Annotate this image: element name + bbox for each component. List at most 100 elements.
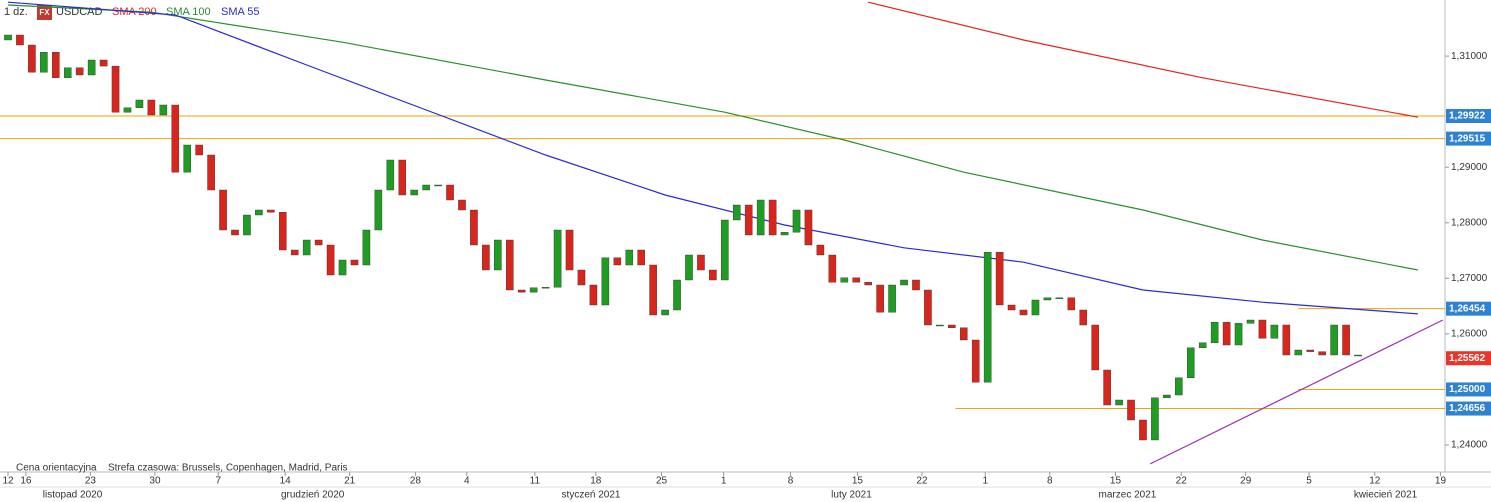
candle-body: [28, 44, 36, 73]
x-tick-label: 1: [982, 476, 988, 487]
candle-body: [625, 249, 634, 266]
x-tick-label: 23: [85, 476, 97, 487]
candle-body: [971, 339, 980, 383]
x-tick-label: 29: [1240, 476, 1252, 487]
candle-body: [1127, 399, 1135, 421]
candle-body: [541, 287, 550, 289]
x-tick-label: 22: [916, 476, 928, 487]
candle-body: [494, 239, 502, 271]
candle-body: [446, 184, 454, 201]
candle-body: [458, 199, 466, 211]
candle-body: [111, 65, 120, 113]
x-tick-label: 30: [149, 476, 161, 487]
x-tick-label: 18: [590, 476, 602, 487]
candle-body: [768, 199, 777, 236]
candle-body: [195, 144, 203, 156]
candle-body: [1186, 347, 1195, 378]
candle-body: [912, 279, 920, 291]
candle-body: [1246, 319, 1255, 324]
level-label: 1,24656: [1449, 403, 1486, 414]
candle-body: [936, 324, 944, 327]
current-price-label: 1,25562: [1449, 353, 1486, 364]
candle-body: [243, 214, 251, 236]
candle-body: [279, 212, 287, 251]
candle-body: [410, 189, 418, 196]
candle-body: [219, 189, 227, 231]
candle-body: [1270, 324, 1279, 339]
candle-body: [864, 282, 872, 286]
sma-line: [868, 1, 1418, 118]
candle-body: [828, 254, 837, 283]
level-box: [1446, 301, 1491, 316]
candle-body: [267, 209, 275, 213]
candle-body: [1139, 419, 1147, 441]
candle-body: [959, 327, 968, 341]
candle-body: [1151, 397, 1159, 441]
x-tick-label: 11: [530, 476, 541, 487]
candle-body: [4, 34, 12, 41]
candle-body: [1330, 324, 1338, 356]
candle-body: [338, 259, 347, 276]
candle-body: [685, 254, 693, 281]
candle-body: [613, 257, 622, 266]
month-label: marzec 2021: [1099, 490, 1157, 501]
candle-body: [123, 107, 132, 113]
candle-body: [1007, 304, 1016, 311]
candle-body: [673, 279, 681, 311]
candle-body: [948, 324, 956, 328]
level-label: 1,29515: [1449, 133, 1486, 144]
candle-body: [482, 244, 490, 271]
candle-body: [709, 269, 717, 281]
candle-body: [255, 209, 263, 216]
y-tick-label: 1,28000: [1451, 217, 1488, 228]
candle-body: [565, 229, 574, 271]
candle-body: [1222, 322, 1231, 346]
candle-body: [207, 154, 215, 191]
candle-body: [350, 259, 359, 266]
x-tick-label: 19: [1435, 476, 1447, 487]
x-tick-label: 5: [1306, 476, 1312, 487]
month-label: kwiecień 2021: [1354, 490, 1418, 501]
month-label: listopad 2020: [43, 490, 103, 501]
candle-body: [529, 287, 538, 293]
candle-body: [1258, 319, 1267, 339]
legend-sma100: SMA 100: [166, 6, 211, 18]
month-label: grudzień 2020: [281, 490, 345, 501]
candle-body: [661, 309, 669, 316]
level-label: 1,26454: [1449, 303, 1486, 314]
candle-body: [1306, 349, 1315, 352]
candle-body: [1342, 324, 1350, 356]
level-box: [1446, 109, 1491, 123]
candle-body: [888, 284, 896, 313]
level-label: 1,29922: [1449, 111, 1486, 122]
candle-body: [1079, 309, 1088, 326]
x-tick-label: 15: [1110, 476, 1122, 487]
candle-body: [924, 289, 932, 326]
candle-body: [1163, 394, 1171, 398]
candle-body: [756, 199, 765, 236]
footer-note: Cena orientacyjna: [16, 463, 97, 474]
fx-badge-text: FX: [39, 8, 50, 17]
x-tick-label: 8: [1047, 476, 1053, 487]
candle-body: [16, 34, 24, 46]
y-tick-label: 1,24000: [1451, 440, 1488, 451]
candle-body: [792, 209, 801, 233]
y-tick-label: 1,29000: [1451, 162, 1488, 173]
x-tick-label: 4: [464, 476, 470, 487]
level-box: [1446, 131, 1491, 146]
x-tick-label: 22: [1176, 476, 1188, 487]
candle-body: [1115, 399, 1123, 406]
candle-body: [398, 159, 407, 196]
candle-body: [135, 99, 144, 108]
candle-body: [314, 239, 323, 246]
candle-body: [900, 279, 908, 286]
fx-badge: [37, 5, 52, 20]
candle-body: [1091, 324, 1099, 371]
candle-body: [637, 249, 645, 266]
x-tick-label: 25: [656, 476, 668, 487]
candle-body: [362, 229, 371, 266]
current-price-box: [1446, 351, 1491, 366]
candle-body: [876, 284, 884, 313]
trendline: [1149, 319, 1444, 465]
